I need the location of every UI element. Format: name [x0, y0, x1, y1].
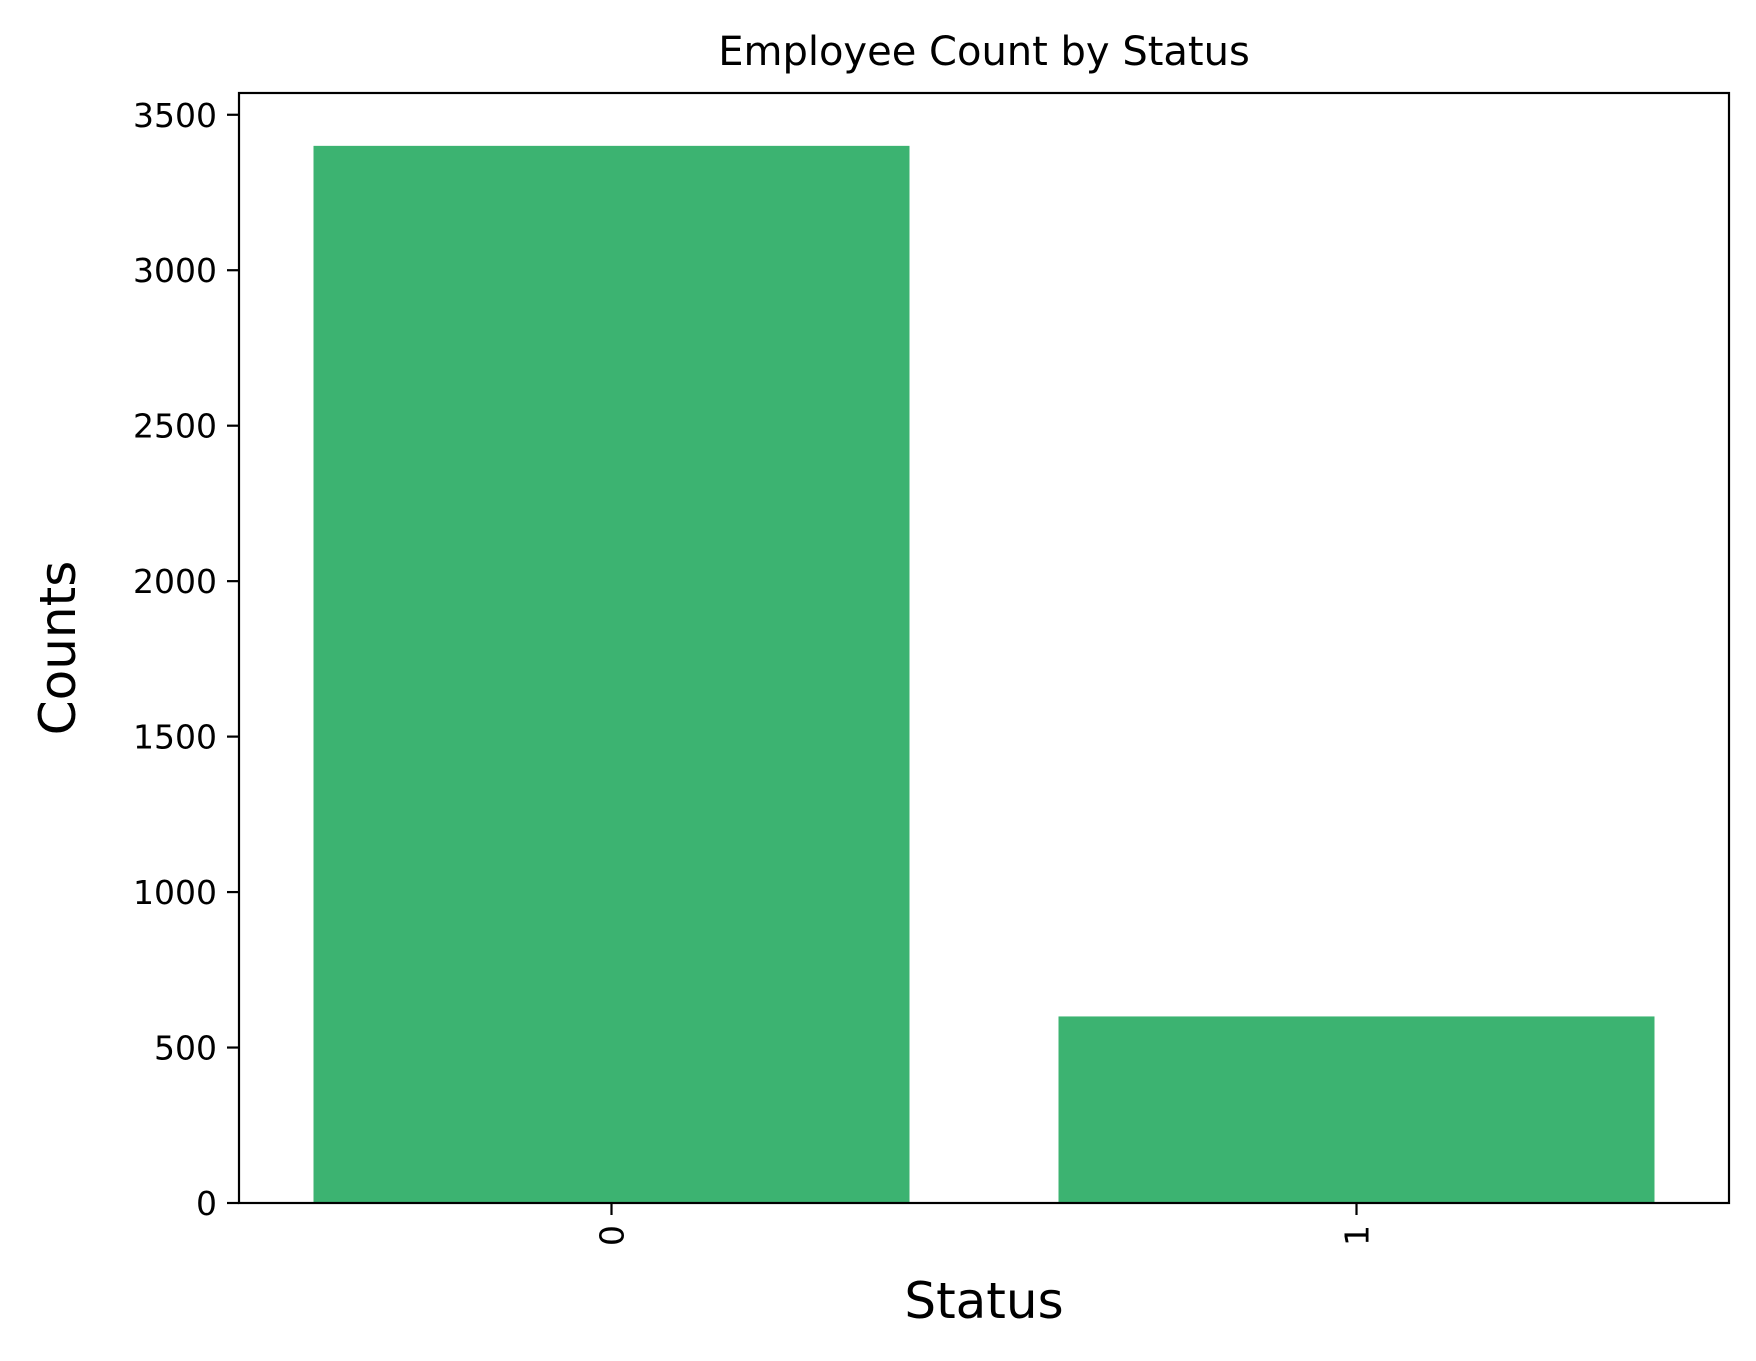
- y-tick-label: 1000: [133, 873, 217, 912]
- y-tick-label: 2500: [133, 407, 217, 446]
- y-tick-label: 2000: [133, 562, 217, 601]
- bars: [313, 145, 1655, 1203]
- y-tick-label: 3500: [133, 96, 217, 135]
- y-tick-label: 500: [154, 1029, 217, 1068]
- x-tick-label: 1: [1338, 1225, 1377, 1246]
- y-axis-ticks: 0 500 1000 1500 2000 2500 3000 3500: [133, 96, 239, 1223]
- chart-title: Employee Count by Status: [718, 29, 1250, 75]
- plot-frame: [237, 91, 1731, 1205]
- y-tick-label: 0: [196, 1184, 217, 1223]
- bar-0: [313, 145, 910, 1203]
- y-axis-title: Counts: [29, 561, 87, 736]
- x-tick-label: 0: [593, 1225, 632, 1246]
- x-axis-title: Status: [904, 1272, 1063, 1330]
- y-tick-label: 3000: [133, 251, 217, 290]
- bar-1: [1058, 1016, 1655, 1203]
- y-tick-label: 1500: [133, 718, 217, 757]
